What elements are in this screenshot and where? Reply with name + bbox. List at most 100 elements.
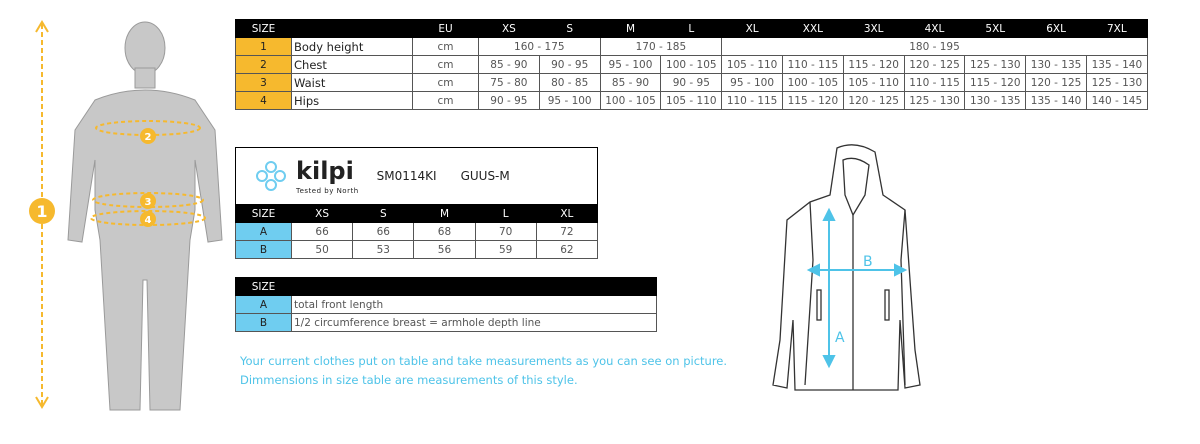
- table-cell: 100 - 105: [599, 91, 662, 110]
- table-cell: 120 - 125: [903, 55, 966, 74]
- table-cell: 66: [352, 222, 415, 241]
- header-xs: XS: [290, 204, 354, 223]
- marker-3: [140, 193, 156, 209]
- row-label: Chest: [291, 55, 413, 74]
- header-l: L: [474, 204, 537, 223]
- header-6xl: 6XL: [1025, 19, 1087, 38]
- body-size-table: SIZE EU XS S M L XL XXL 3XL 4XL 5XL 6XL …: [235, 19, 1148, 110]
- header-size: SIZE: [235, 19, 292, 38]
- table-cell: 115 - 120: [781, 91, 844, 110]
- row-description: 1/2 circumference breast = armhole depth…: [291, 313, 657, 332]
- kilpi-knot-logo-icon: [256, 161, 286, 191]
- header-4xl: 4XL: [903, 19, 966, 38]
- table-cell: 85 - 90: [478, 55, 540, 74]
- marker-4: [140, 211, 156, 227]
- table-cell: 115 - 120: [964, 73, 1027, 92]
- header-label: [291, 19, 413, 38]
- unit-cell: cm: [412, 73, 479, 92]
- jacket-size-table: kilpi Tested by North SM0114KI GUUS-M SI…: [235, 147, 599, 259]
- table-cell: 90 - 95: [478, 91, 540, 110]
- table-row: 4 Hips cm 90 - 95 95 - 100 100 - 105 105 - 110…: [235, 91, 1148, 110]
- marker-b-label: B: [863, 254, 873, 270]
- row-number: 4: [235, 91, 292, 110]
- table-cell: 95 - 100: [721, 73, 783, 92]
- unit-cell: cm: [412, 37, 479, 56]
- table-cell: 62: [535, 240, 599, 259]
- marker-2: [140, 128, 156, 144]
- table-cell: 90 - 95: [538, 55, 601, 74]
- unit-cell: cm: [412, 91, 479, 110]
- table-cell: 110 - 115: [721, 91, 783, 110]
- product-name: GUUS-M: [460, 169, 510, 183]
- header-s: S: [538, 19, 601, 38]
- header-eu: EU: [412, 19, 479, 38]
- row-label: A: [235, 295, 292, 314]
- instruction-note: Your current clothes put on table and ta…: [240, 354, 728, 368]
- header-xl: XL: [535, 204, 599, 223]
- table-cell: 135 - 140: [1025, 91, 1087, 110]
- header-l: L: [660, 19, 723, 38]
- header-xl: XL: [721, 19, 783, 38]
- header-m: M: [599, 19, 662, 38]
- row-label: Waist: [291, 73, 413, 92]
- marker-3-label: 3: [145, 197, 152, 208]
- table-row: B 50 53 56 59 62: [235, 240, 599, 259]
- table-cell: 160 - 175: [478, 37, 601, 56]
- row-label: Hips: [291, 91, 413, 110]
- table-cell: 130 - 135: [1025, 55, 1087, 74]
- table-row: A total front length: [235, 295, 657, 314]
- jacket-figure: A B: [772, 144, 921, 391]
- product-header: kilpi Tested by North SM0114KI GUUS-M: [236, 148, 598, 205]
- table-cell: 56: [413, 240, 476, 259]
- table-row: 1 Body height cm 160 - 175 170 - 185 180…: [235, 37, 1148, 56]
- table-row: B 1/2 circumference breast = armhole dep…: [235, 313, 657, 332]
- header-blank: [291, 277, 657, 296]
- header-5xl: 5XL: [964, 19, 1027, 38]
- table-cell: 95 - 100: [599, 55, 662, 74]
- marker-4-label: 4: [145, 215, 152, 226]
- header-row: SIZE EU XS S M L XL XXL 3XL 4XL 5XL 6XL …: [235, 19, 1148, 38]
- table-cell: 125 - 130: [964, 55, 1027, 74]
- header-xxl: XXL: [781, 19, 844, 38]
- table-row: 3 Waist cm 75 - 80 80 - 85 85 - 90 90 - 95 95 -…: [235, 73, 1148, 92]
- table-cell: 90 - 95: [660, 73, 723, 92]
- table-cell: 95 - 100: [538, 91, 601, 110]
- header-xs: XS: [478, 19, 540, 38]
- marker-1-label: 1: [36, 202, 47, 221]
- table-row: 2 Chest cm 85 - 90 90 - 95 95 - 100 100 - 105 1…: [235, 55, 1148, 74]
- row-label: A: [235, 222, 292, 241]
- table-row: A 66 66 68 70 72: [235, 222, 599, 241]
- table-cell: 66: [290, 222, 354, 241]
- table-cell: 100 - 105: [660, 55, 723, 74]
- row-number: 2: [235, 55, 292, 74]
- header-3xl: 3XL: [842, 19, 905, 38]
- table-cell: 80 - 85: [538, 73, 601, 92]
- table-cell: 72: [535, 222, 599, 241]
- table-cell: 105 - 110: [660, 91, 723, 110]
- table-cell: 110 - 115: [903, 73, 966, 92]
- table-cell: 53: [352, 240, 415, 259]
- marker-1: [29, 198, 55, 224]
- unit-cell: cm: [412, 55, 479, 74]
- table-cell: 115 - 120: [842, 55, 905, 74]
- body-measurement-figure: 1 2 3 4: [29, 20, 223, 411]
- header-size: SIZE: [235, 277, 292, 296]
- row-label: B: [235, 240, 292, 259]
- table-cell: 180 - 195: [721, 37, 1148, 56]
- table-cell: 59: [474, 240, 537, 259]
- table-cell: 50: [290, 240, 354, 259]
- table-cell: 85 - 90: [599, 73, 662, 92]
- table-cell: 105 - 110: [842, 73, 905, 92]
- table-cell: 75 - 80: [478, 73, 540, 92]
- row-number: 3: [235, 73, 292, 92]
- header-row: SIZE XS S M L XL: [235, 204, 599, 223]
- instruction-note: Dimmensions in size table are measuremen…: [240, 373, 578, 387]
- row-label: Body height: [291, 37, 413, 56]
- table-cell: 120 - 125: [1025, 73, 1087, 92]
- table-cell: 110 - 115: [781, 55, 844, 74]
- measurement-legend-table: SIZE A total front length B 1/2 circumfe…: [235, 277, 657, 332]
- table-cell: 140 - 145: [1085, 91, 1148, 110]
- brand-logo: kilpi: [296, 157, 354, 185]
- table-cell: 100 - 105: [781, 73, 844, 92]
- head: [124, 21, 166, 75]
